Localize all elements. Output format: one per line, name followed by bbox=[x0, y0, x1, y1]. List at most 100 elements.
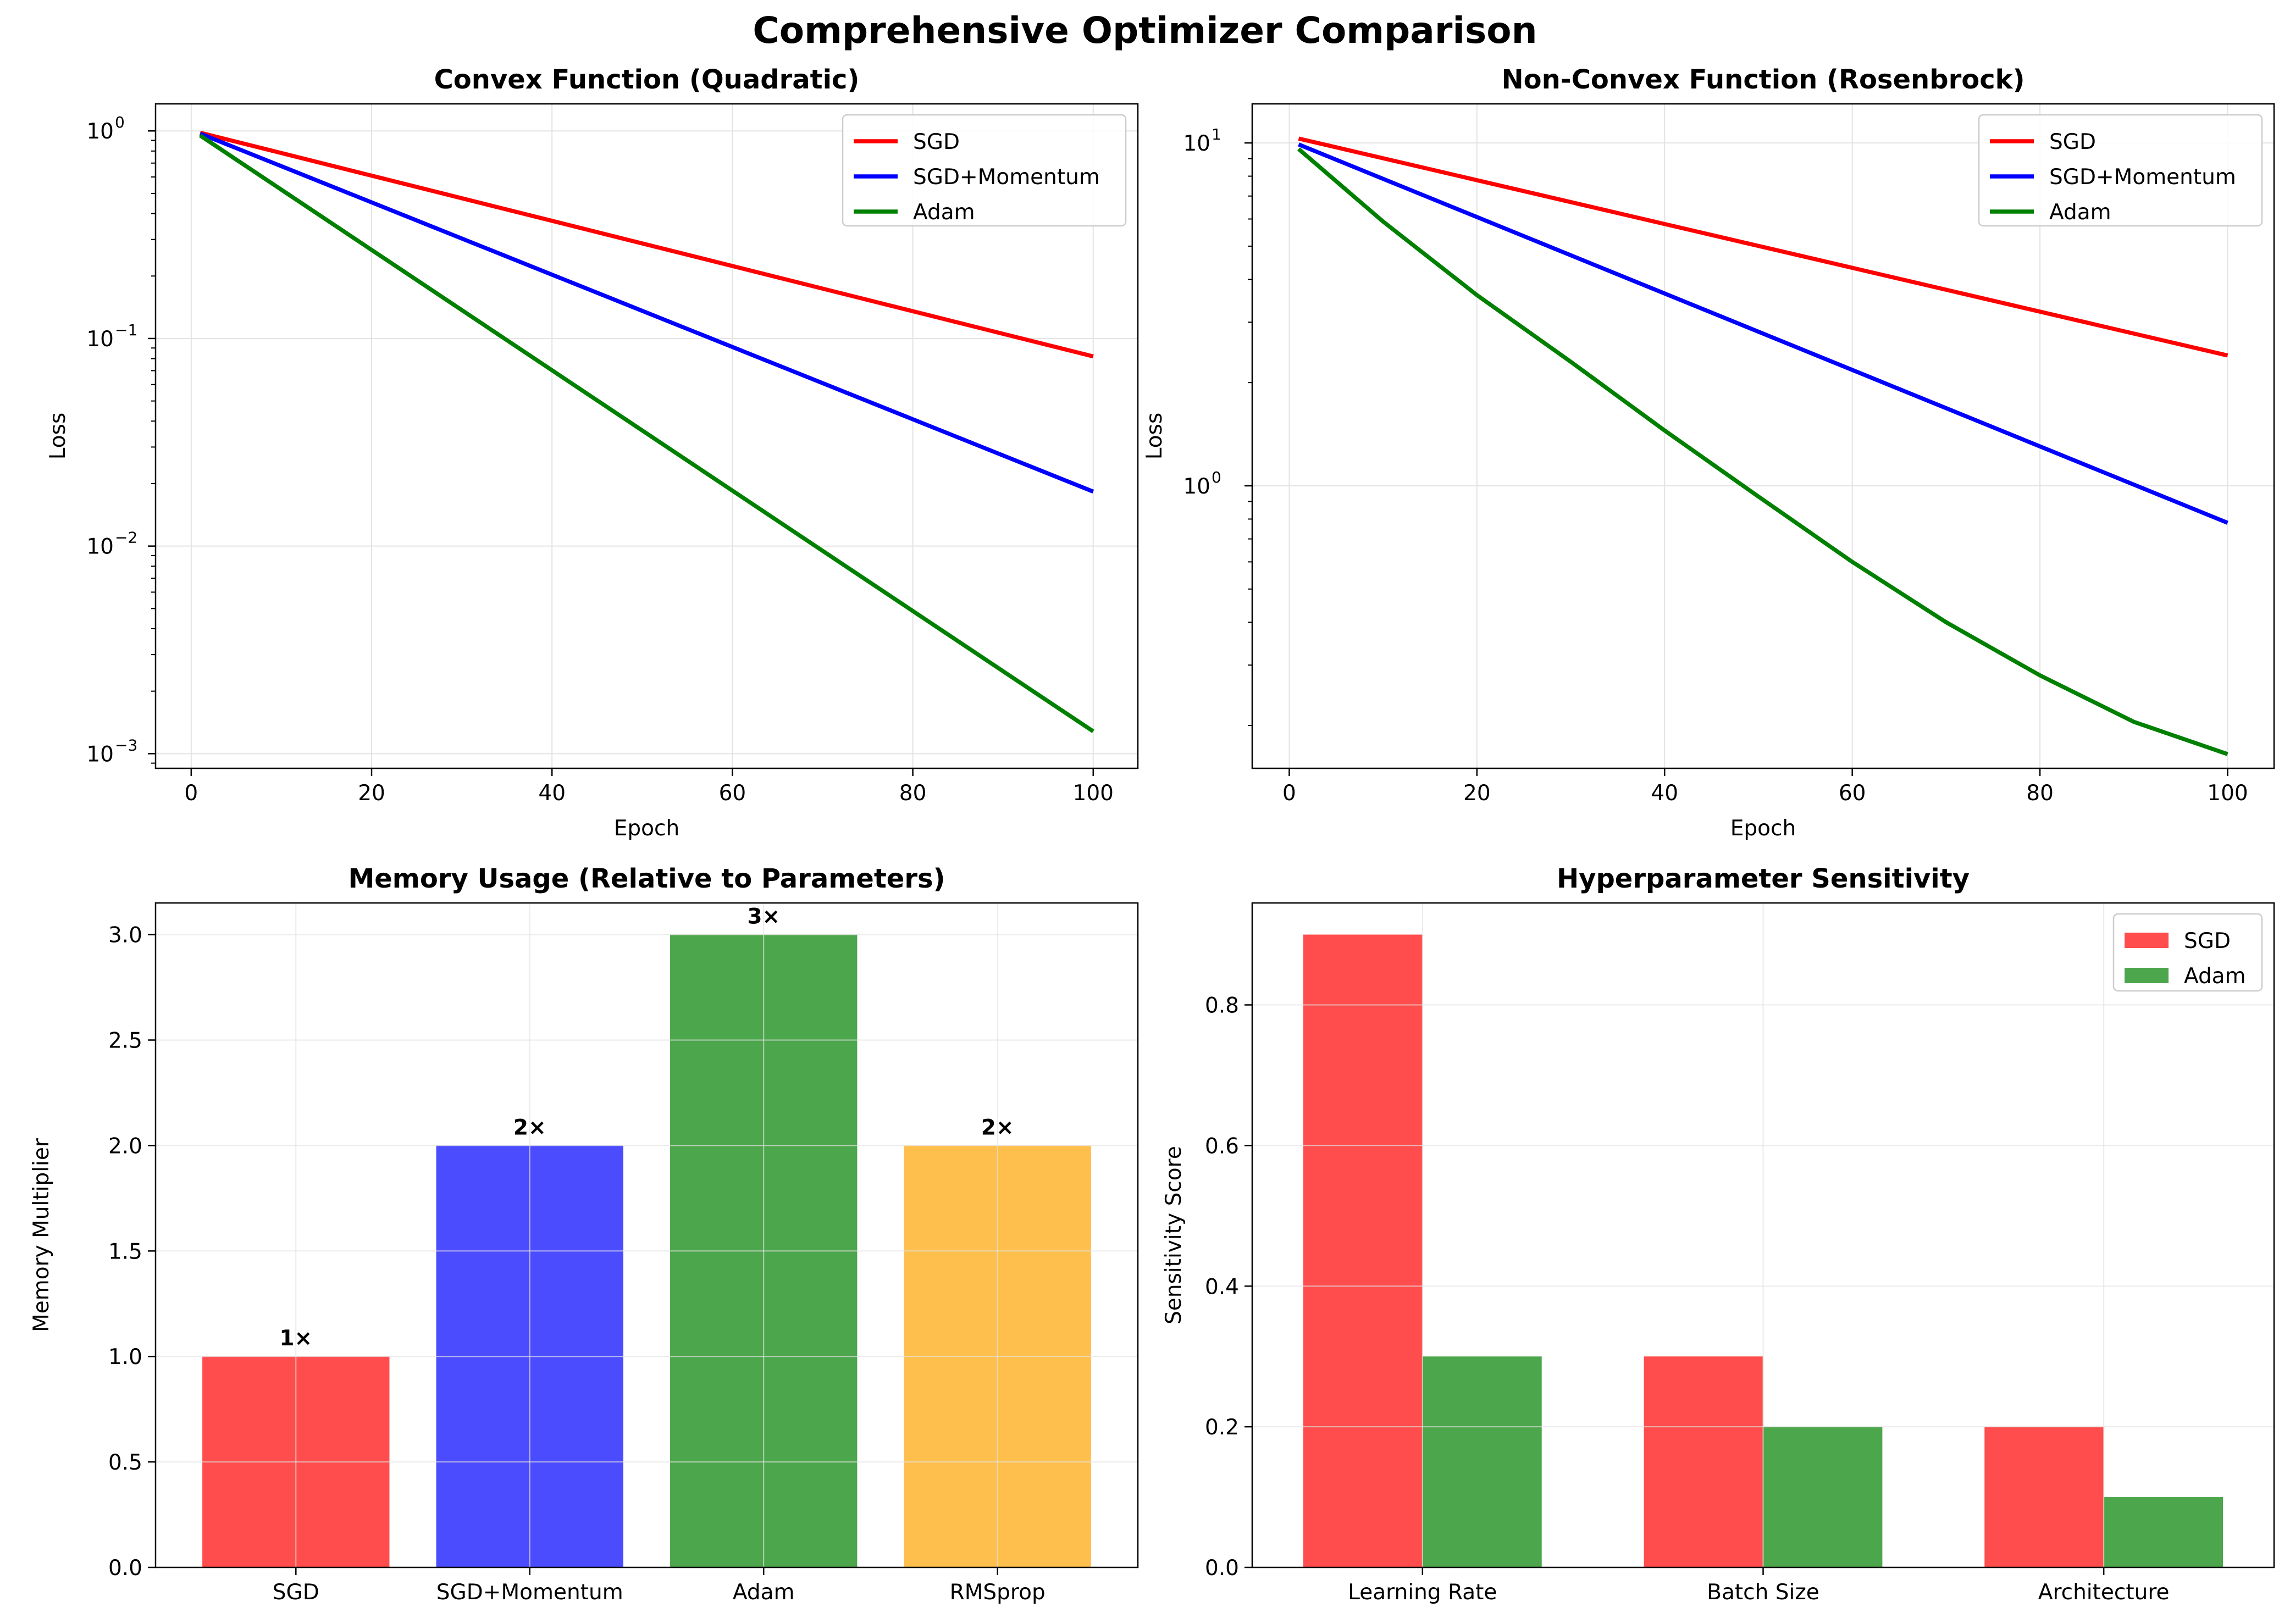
chart-panel-2: 1× 2× 3× 2× SGD SGD+Momentum Adam RMSprop 0.0 0.5… bbox=[29, 863, 1139, 1605]
series-line-sgd bbox=[200, 130, 1094, 359]
y-tick-exponent: 0 bbox=[115, 113, 125, 131]
y-tick-exponent: −2 bbox=[115, 529, 137, 547]
axes-frame bbox=[154, 103, 1139, 769]
axes-frame bbox=[1251, 103, 2275, 769]
legend-label: SGD bbox=[2049, 130, 2096, 154]
x-axis-label: Epoch bbox=[614, 816, 679, 841]
x-tick-label: 80 bbox=[899, 781, 927, 806]
legend-label: SGD bbox=[2184, 929, 2231, 954]
series-line-sgd bbox=[1298, 136, 2228, 358]
legend-label: Adam bbox=[2184, 964, 2246, 989]
legend-swatch bbox=[2125, 968, 2169, 983]
y-tick-label: 0.2 bbox=[1205, 1415, 1239, 1440]
x-tick-label: SGD bbox=[273, 1580, 319, 1605]
axes-frame bbox=[154, 902, 1139, 1568]
y-axis-label: Loss bbox=[1142, 413, 1167, 460]
bar-sgd-batch-size bbox=[1644, 1356, 1763, 1567]
series-line-adam bbox=[1297, 147, 2228, 756]
x-tick-label: 0 bbox=[1282, 781, 1296, 806]
y-tick-base: 10 bbox=[86, 535, 114, 559]
legend-label: SGD bbox=[913, 130, 960, 154]
bar-adam-architecture bbox=[2104, 1497, 2223, 1567]
legend-frame bbox=[842, 114, 1127, 227]
bar-data-label: 2× bbox=[513, 1115, 546, 1140]
y-tick-label: 2.0 bbox=[108, 1134, 142, 1159]
x-tick-label: Learning Rate bbox=[1348, 1580, 1497, 1605]
y-tick-base: 10 bbox=[1183, 131, 1210, 156]
y-tick-base: 10 bbox=[86, 742, 114, 767]
x-tick-label: Adam bbox=[733, 1580, 795, 1605]
chart-title: Memory Usage (Relative to Parameters) bbox=[348, 863, 945, 894]
x-tick-label: 0 bbox=[184, 781, 198, 806]
series-line-sgd-momentum bbox=[1298, 142, 2228, 525]
legend-label: Adam bbox=[2049, 200, 2111, 225]
y-axis-label: Loss bbox=[46, 413, 70, 460]
legend: SGD SGD+Momentum Adam bbox=[842, 114, 1127, 227]
y-tick-label: 1.5 bbox=[108, 1239, 142, 1264]
x-tick-label: 40 bbox=[538, 781, 566, 806]
y-tick-label: 10 0 bbox=[86, 113, 124, 144]
legend: SGD Adam bbox=[2112, 913, 2263, 992]
y-tick-label: 10 −1 bbox=[86, 321, 137, 352]
y-tick-exponent: −1 bbox=[115, 321, 137, 339]
bar-data-label: 2× bbox=[981, 1115, 1014, 1140]
y-tick-label: 10 −2 bbox=[86, 529, 137, 559]
x-tick-label: Batch Size bbox=[1707, 1580, 1819, 1605]
y-tick-base: 10 bbox=[86, 119, 114, 144]
series-line-sgd-momentum bbox=[199, 131, 1094, 494]
x-tick-label: Architecture bbox=[2038, 1580, 2170, 1605]
y-tick-base: 10 bbox=[86, 327, 114, 352]
x-tick-label: 20 bbox=[358, 781, 385, 806]
bar-adam-learning-rate bbox=[1422, 1356, 1542, 1567]
x-tick-label: SGD+Momentum bbox=[436, 1580, 623, 1605]
bar-data-label: 3× bbox=[747, 905, 780, 929]
y-tick-label: 0.4 bbox=[1205, 1274, 1239, 1299]
x-tick-label: 100 bbox=[1073, 781, 1114, 806]
y-tick-label: 0.0 bbox=[108, 1556, 142, 1581]
y-tick-exponent: 0 bbox=[1212, 468, 1221, 486]
y-tick-label: 10 1 bbox=[1183, 125, 1221, 156]
y-axis-label: Memory Multiplier bbox=[29, 1138, 54, 1332]
bar-adam-batch-size bbox=[1763, 1427, 1883, 1567]
y-tick-label: 0.5 bbox=[108, 1450, 142, 1475]
legend-label: SGD+Momentum bbox=[913, 165, 1100, 190]
y-tick-exponent: 1 bbox=[1212, 125, 1221, 143]
legend-frame bbox=[1978, 114, 2263, 227]
chart-title: Non-Convex Function (Rosenbrock) bbox=[1501, 64, 2025, 95]
legend-label: Adam bbox=[913, 200, 975, 225]
y-tick-label: 3.0 bbox=[108, 923, 142, 948]
y-tick-label: 10 0 bbox=[1183, 468, 1221, 499]
x-tick-label: 80 bbox=[2026, 781, 2054, 806]
series-line-adam bbox=[199, 134, 1094, 733]
chart-title: Hyperparameter Sensitivity bbox=[1557, 863, 1970, 894]
x-axis-label: Epoch bbox=[1730, 816, 1796, 841]
bar-sgd-learning-rate bbox=[1303, 934, 1423, 1567]
chart-title: Convex Function (Quadratic) bbox=[434, 64, 860, 95]
x-tick-label: 60 bbox=[719, 781, 746, 806]
x-tick-label: 100 bbox=[2207, 781, 2248, 806]
y-tick-label: 0.0 bbox=[1205, 1556, 1239, 1581]
x-tick-label: 60 bbox=[1839, 781, 1866, 806]
x-tick-label: RMSprop bbox=[950, 1580, 1046, 1605]
x-tick-label: 20 bbox=[1463, 781, 1491, 806]
legend-label: SGD+Momentum bbox=[2049, 165, 2236, 190]
bar-data-label: 1× bbox=[279, 1326, 312, 1351]
y-tick-label: 2.5 bbox=[108, 1028, 142, 1053]
y-tick-label: 1.0 bbox=[108, 1345, 142, 1370]
y-tick-label: 0.8 bbox=[1205, 994, 1239, 1018]
y-tick-exponent: −3 bbox=[115, 736, 137, 754]
legend: SGD SGD+Momentum Adam bbox=[1978, 114, 2263, 227]
y-tick-label: 10 −3 bbox=[86, 736, 137, 767]
y-axis-label: Sensitivity Score bbox=[1161, 1146, 1186, 1324]
x-tick-label: 40 bbox=[1651, 781, 1678, 806]
bar-sgd-architecture bbox=[1984, 1427, 2104, 1567]
figure-suptitle: Comprehensive Optimizer Comparison bbox=[753, 9, 1537, 52]
y-tick-label: 0.6 bbox=[1205, 1134, 1239, 1159]
legend-swatch bbox=[2125, 933, 2169, 948]
chart-panel-3: Learning Rate Batch Size Architecture 0.0 0.… bbox=[1161, 863, 2275, 1605]
y-tick-base: 10 bbox=[1183, 474, 1210, 499]
